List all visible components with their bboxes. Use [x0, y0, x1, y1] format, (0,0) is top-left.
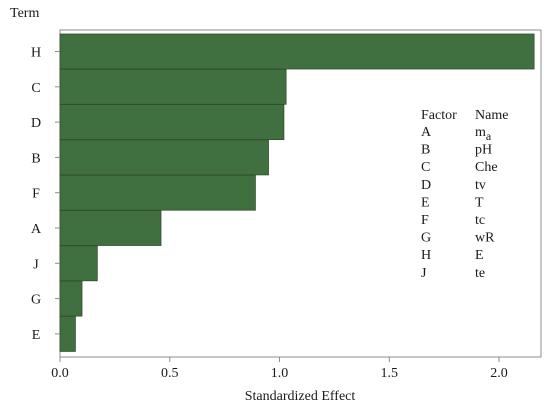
bar-J: [59, 245, 98, 282]
bar-B: [59, 139, 269, 176]
bar-C: [59, 68, 287, 105]
y-tick-label: F: [32, 187, 40, 202]
y-axis: H C D B F A J G E: [31, 46, 60, 343]
legend-factor: H: [421, 248, 431, 263]
y-tick-label: B: [31, 151, 40, 166]
legend-name: ma: [475, 125, 492, 143]
x-tick-label: 0.5: [161, 366, 179, 381]
legend-factor: C: [421, 160, 430, 175]
x-axis-title: Standardized Effect: [245, 389, 356, 404]
legend-factor: G: [421, 231, 431, 246]
y-tick-label: C: [31, 81, 40, 96]
legend-factor: E: [421, 195, 430, 210]
bar-H: [59, 33, 535, 70]
y-tick-label: E: [32, 328, 41, 343]
y-tick-label: A: [31, 222, 42, 237]
legend-factor: F: [421, 213, 429, 228]
x-tick-label: 2.0: [490, 366, 508, 381]
y-tick-label: H: [31, 46, 41, 61]
x-tick-label: 1.0: [271, 366, 289, 381]
y-tick-label: J: [33, 257, 39, 272]
x-tick-label: 1.5: [381, 366, 399, 381]
x-tick-label: 0.0: [51, 366, 69, 381]
bar-D: [59, 104, 285, 140]
y-axis-title: Term: [10, 6, 39, 21]
legend-factor: A: [421, 125, 432, 140]
legend-factor: J: [421, 266, 427, 281]
bars-group: [59, 33, 535, 352]
legend-name: tc: [475, 213, 485, 228]
bar-F: [59, 174, 256, 211]
legend-header-factor: Factor: [421, 108, 457, 123]
legend-name: pH: [475, 143, 492, 158]
legend-name: Che: [475, 160, 498, 175]
bar-A: [59, 210, 162, 246]
legend-name: T: [475, 195, 484, 210]
bar-E: [59, 315, 76, 352]
x-axis: 0.0 0.5 1.0 1.5 2.0: [51, 357, 508, 381]
legend-name: E: [475, 248, 484, 263]
legend-factor: D: [421, 178, 431, 193]
legend-name: wR: [475, 231, 495, 246]
legend-name: tv: [475, 178, 486, 193]
legend-header-name: Name: [475, 108, 508, 123]
y-tick-label: G: [31, 293, 41, 308]
legend-factor: B: [421, 143, 430, 158]
bar-G: [59, 280, 83, 317]
legend-name: te: [475, 266, 485, 281]
y-tick-label: D: [31, 116, 41, 131]
